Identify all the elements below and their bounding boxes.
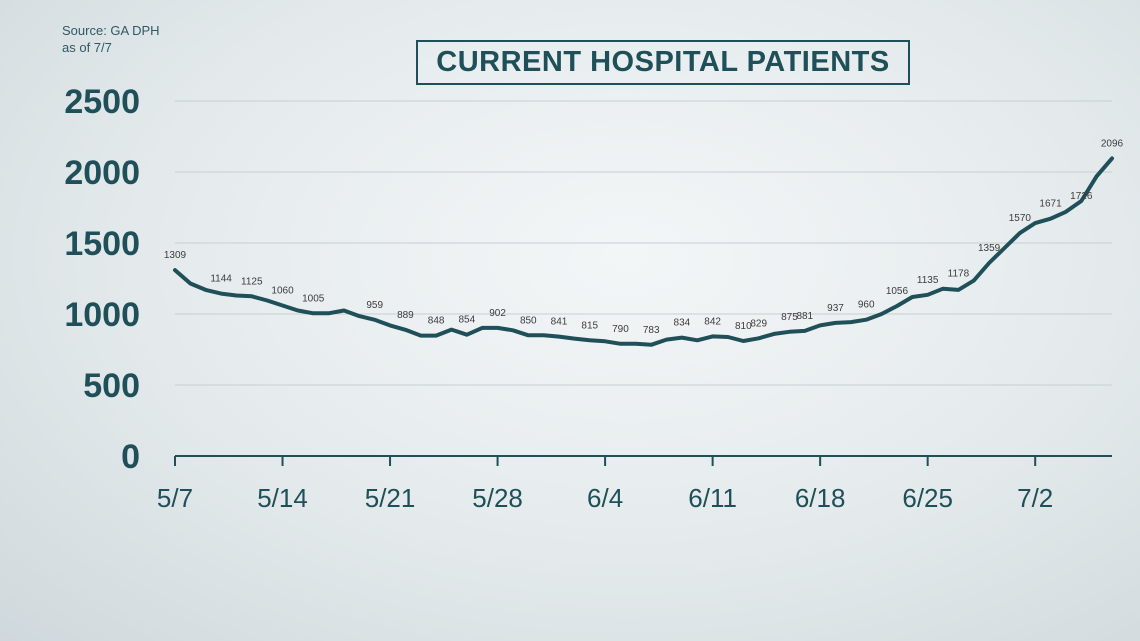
data-label: 1144 [210, 274, 232, 285]
y-tick-label: 2000 [64, 154, 140, 192]
data-label: 1570 [1009, 213, 1032, 224]
y-tick-label: 500 [83, 367, 140, 405]
data-label: 1005 [302, 293, 325, 304]
data-label: 1309 [164, 250, 187, 261]
data-label: 960 [858, 300, 875, 311]
y-tick-label: 2500 [64, 83, 140, 121]
data-label: 783 [643, 325, 660, 336]
data-label: 881 [796, 311, 813, 322]
data-label: 1671 [1039, 199, 1062, 210]
data-label: 875 [781, 312, 798, 323]
data-label: 815 [581, 320, 598, 331]
data-label: 937 [827, 303, 844, 314]
data-label: 1060 [271, 285, 294, 296]
data-label: 834 [674, 318, 691, 329]
data-label: 1178 [948, 269, 970, 280]
data-label: 810 [735, 321, 752, 332]
x-tick-label: 5/14 [257, 483, 308, 513]
data-labels: 1309 1144 1125 1060 1005 959 889 848 854 902 850 84… [164, 138, 1124, 335]
x-tick-label: 6/4 [587, 483, 623, 513]
data-label: 1125 [241, 276, 263, 287]
data-label: 850 [520, 315, 537, 326]
source-line: Source: GA DPH [62, 23, 160, 38]
data-label: 854 [459, 315, 476, 326]
y-tick-label: 0 [121, 438, 140, 476]
data-label: 842 [704, 316, 721, 327]
data-label: 848 [428, 316, 445, 327]
data-label: 889 [397, 310, 414, 321]
chart-title: CURRENT HOSPITAL PATIENTS [416, 40, 910, 85]
data-label: 1726 [1070, 191, 1093, 202]
data-label: 1056 [886, 286, 909, 297]
x-tick-label: 6/18 [795, 483, 846, 513]
data-label: 841 [551, 317, 568, 328]
y-tick-label: 1000 [64, 296, 140, 334]
y-axis-ticks: 0 500 1000 1500 2000 2500 [64, 83, 140, 476]
data-label: 1359 [978, 243, 1001, 254]
data-label: 2096 [1101, 138, 1124, 149]
x-axis: 5/7 5/14 5/21 5/28 6/4 6/11 6/18 6/25 7/2 [157, 455, 1112, 513]
x-tick-label: 5/21 [365, 483, 416, 513]
data-label: 902 [489, 308, 506, 319]
as-of-line: as of 7/7 [62, 40, 112, 55]
x-tick-label: 5/28 [472, 483, 523, 513]
data-label: 790 [612, 324, 629, 335]
x-tick-label: 6/11 [688, 483, 737, 513]
data-label: 829 [750, 318, 767, 329]
data-label: 959 [366, 300, 383, 311]
x-tick-label: 5/7 [157, 483, 193, 513]
x-tick-label: 7/2 [1017, 483, 1053, 513]
x-tick-label: 6/25 [902, 483, 953, 513]
source-note: Source: GA DPH as of 7/7 [62, 22, 160, 56]
data-label: 1135 [917, 275, 939, 286]
series-line [173, 156, 1114, 347]
y-tick-label: 1500 [64, 225, 140, 263]
